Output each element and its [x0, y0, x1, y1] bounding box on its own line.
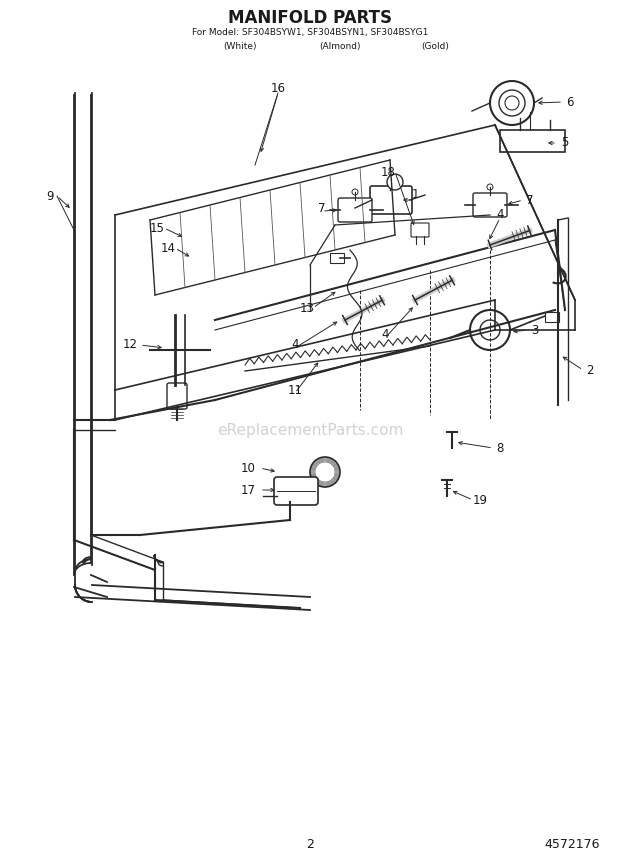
FancyBboxPatch shape	[473, 193, 507, 217]
Circle shape	[480, 320, 500, 340]
Text: For Model: SF304BSYW1, SF304BSYN1, SF304BSYG1: For Model: SF304BSYW1, SF304BSYN1, SF304…	[192, 28, 428, 38]
Text: 4572176: 4572176	[544, 839, 600, 852]
Text: 7: 7	[526, 194, 534, 207]
Text: (Almond): (Almond)	[319, 42, 361, 52]
Text: 18: 18	[381, 165, 396, 178]
Circle shape	[352, 189, 358, 195]
Text: 6: 6	[566, 96, 574, 108]
Circle shape	[470, 310, 510, 350]
Text: eReplacementParts.com: eReplacementParts.com	[217, 423, 403, 437]
Text: 8: 8	[497, 442, 503, 455]
FancyBboxPatch shape	[167, 383, 187, 409]
Text: MANIFOLD PARTS: MANIFOLD PARTS	[228, 9, 392, 27]
Text: 13: 13	[299, 301, 314, 314]
Text: 3: 3	[531, 324, 539, 337]
Text: 14: 14	[161, 241, 175, 255]
Text: 1: 1	[411, 189, 418, 201]
Circle shape	[490, 81, 534, 125]
Text: 11: 11	[288, 383, 303, 397]
Text: 5: 5	[561, 137, 569, 150]
Text: 7: 7	[318, 201, 326, 214]
Text: 10: 10	[241, 461, 255, 474]
Text: (White): (White)	[223, 42, 257, 52]
Bar	[545, 312, 559, 322]
Bar	[330, 253, 344, 263]
Text: 9: 9	[46, 189, 54, 202]
FancyBboxPatch shape	[338, 198, 372, 222]
Bar	[500, 130, 565, 152]
Text: 12: 12	[123, 338, 138, 351]
Text: 4: 4	[496, 208, 503, 221]
FancyBboxPatch shape	[274, 477, 318, 505]
FancyBboxPatch shape	[370, 186, 412, 214]
Text: 4: 4	[291, 338, 299, 351]
Circle shape	[487, 184, 493, 190]
Text: (Gold): (Gold)	[421, 42, 449, 52]
Text: 19: 19	[472, 493, 487, 506]
Text: 2: 2	[587, 363, 594, 376]
Circle shape	[310, 457, 340, 487]
Text: 16: 16	[270, 82, 285, 95]
Circle shape	[387, 174, 403, 190]
Text: 15: 15	[149, 221, 164, 234]
Text: 17: 17	[241, 484, 255, 497]
Text: 4: 4	[381, 329, 389, 342]
Text: 2: 2	[306, 839, 314, 852]
Circle shape	[499, 90, 525, 116]
FancyBboxPatch shape	[411, 223, 429, 237]
Circle shape	[505, 96, 519, 110]
